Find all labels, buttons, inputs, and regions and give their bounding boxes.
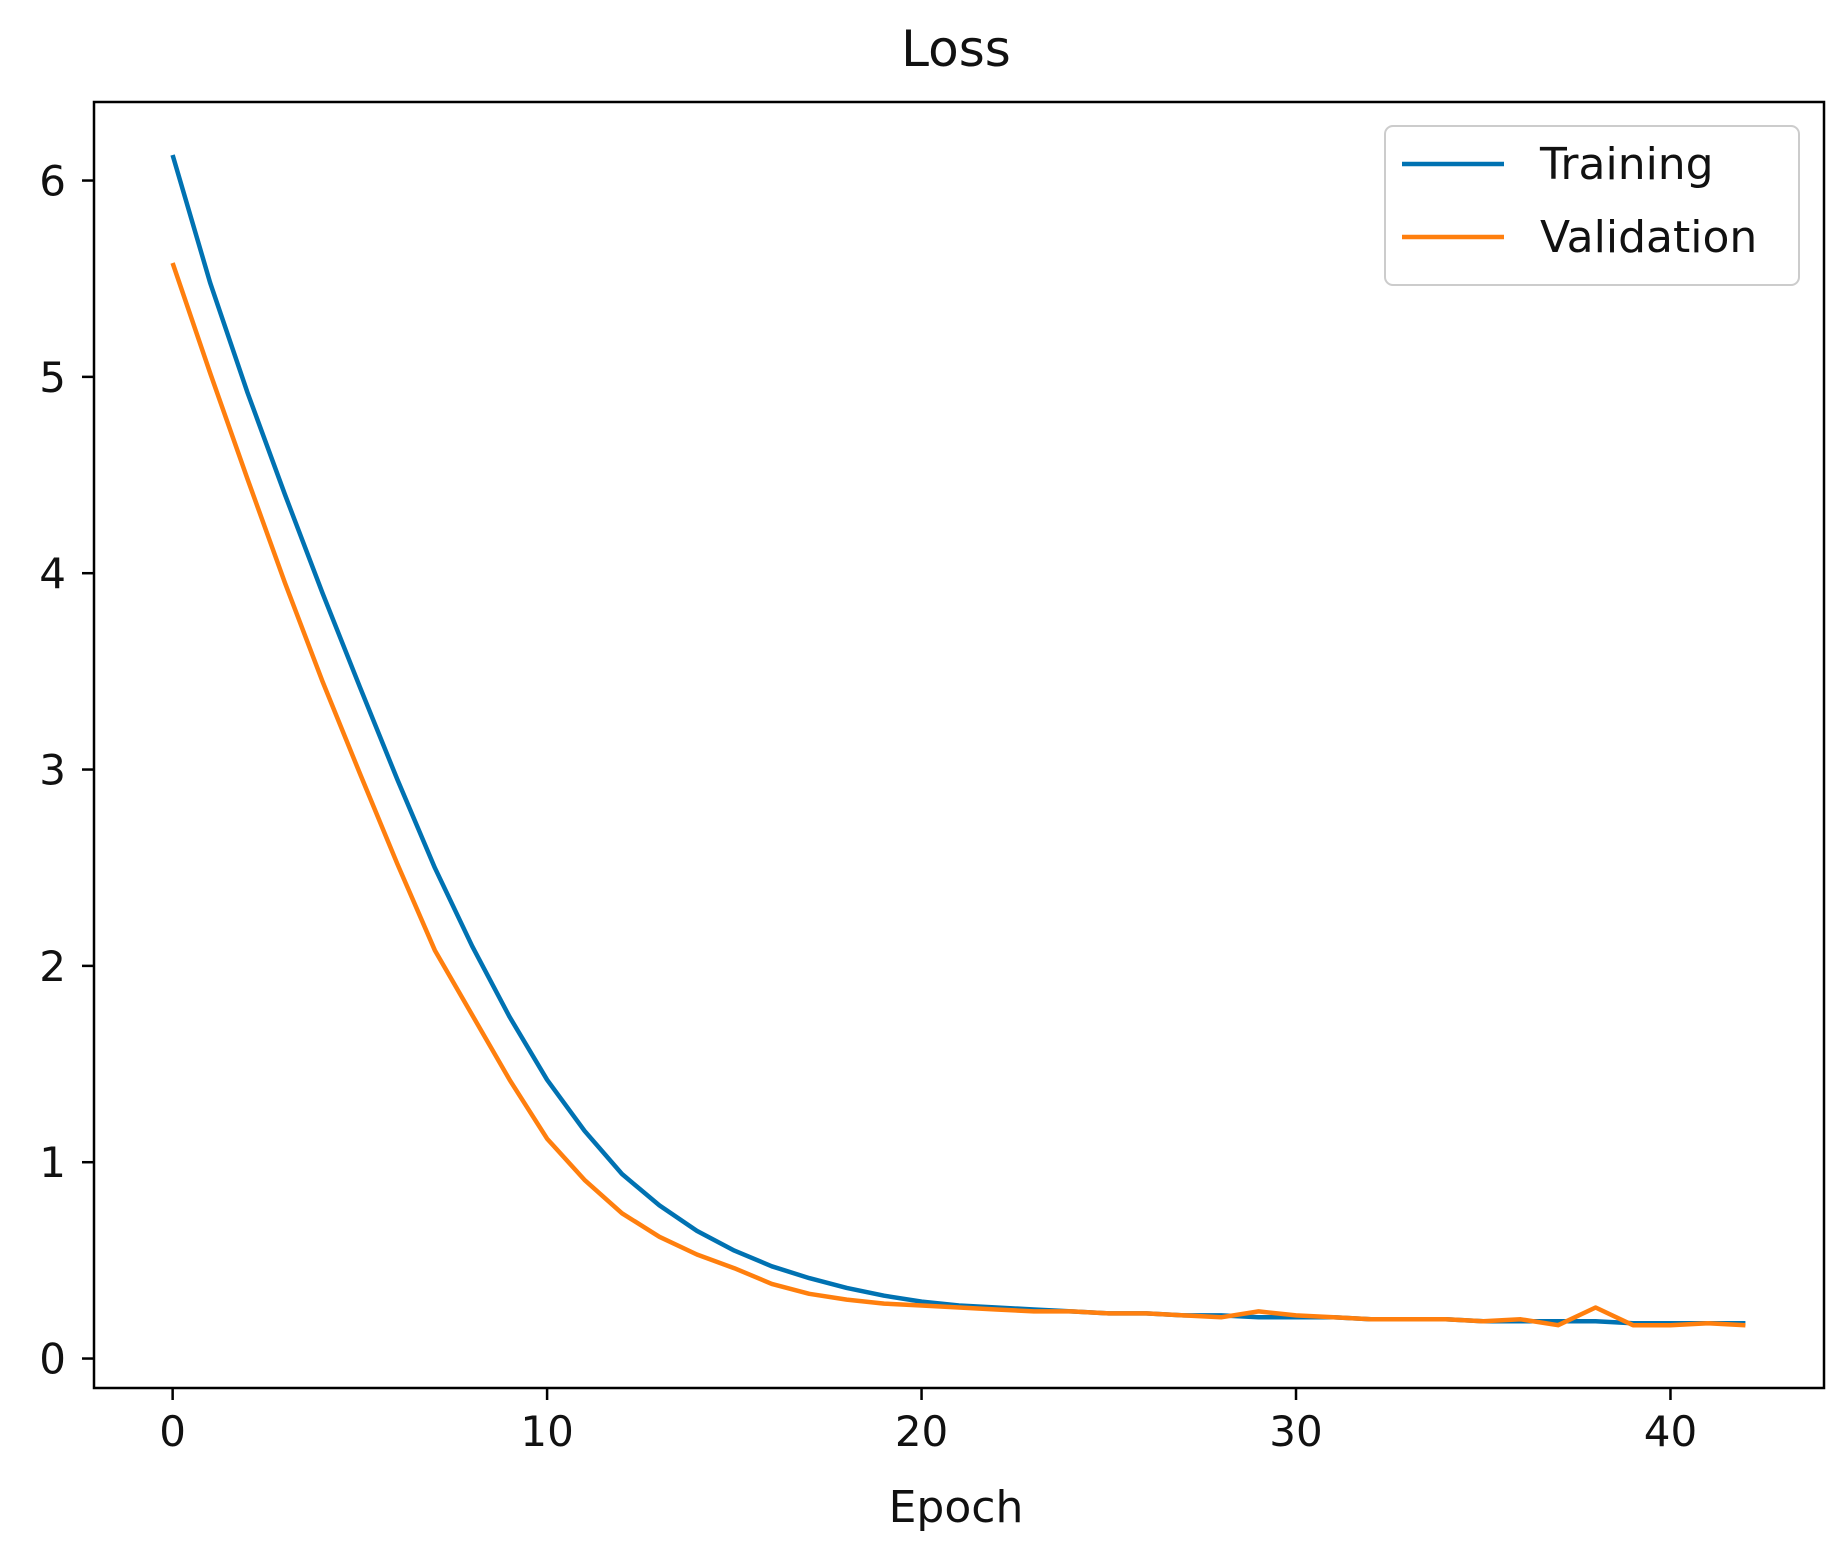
plot-frame <box>92 100 1826 1390</box>
y-tick-label: 3 <box>39 746 66 795</box>
x-axis-label: Epoch <box>889 1482 1024 1533</box>
y-tick-label: 2 <box>39 942 66 991</box>
y-tick-label: 5 <box>39 353 66 402</box>
y-tick-label: 0 <box>39 1335 66 1384</box>
y-tick-label: 6 <box>39 157 66 206</box>
x-tick-label: 30 <box>1269 1407 1322 1456</box>
plot-area <box>170 154 1746 1328</box>
legend: Training Validation <box>1384 125 1800 286</box>
y-axis-ticks: 0 1 2 3 4 5 6 <box>39 157 94 1384</box>
x-tick-label: 0 <box>159 1407 186 1456</box>
x-tick-label: 40 <box>1644 1407 1697 1456</box>
x-tick-label: 10 <box>520 1407 573 1456</box>
chart-title: Loss <box>901 20 1011 78</box>
x-tick-label: 20 <box>895 1407 948 1456</box>
y-tick-label: 1 <box>39 1138 66 1187</box>
series-line-validation <box>170 262 1746 1328</box>
x-axis-ticks: 0 10 20 30 40 <box>159 1388 1697 1456</box>
legend-label-validation: Validation <box>1540 212 1757 263</box>
legend-label-training: Training <box>1539 139 1714 190</box>
y-tick-label: 4 <box>39 549 66 598</box>
